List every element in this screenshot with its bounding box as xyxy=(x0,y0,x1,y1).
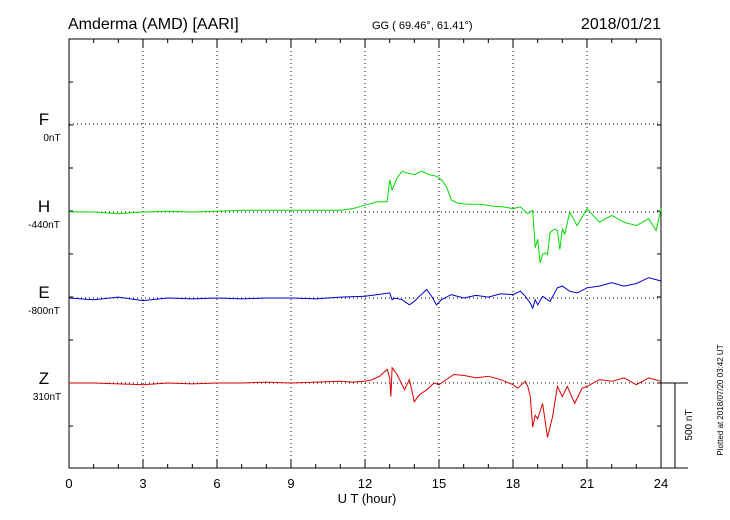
series-label-z: Z xyxy=(39,369,49,388)
coordinates-label: GG ( 69.46°, 61.41°) xyxy=(372,20,473,32)
date-label: 2018/01/21 xyxy=(581,16,661,33)
scale-bar-label: 500 nT xyxy=(684,409,695,440)
x-tick-label: 12 xyxy=(358,476,372,491)
series-line-h xyxy=(68,170,662,264)
x-tick-label: 15 xyxy=(432,476,446,491)
x-axis-ticks: 0 3 6 9 12 15 18 21 24 xyxy=(65,39,668,491)
x-tick-label: 3 xyxy=(139,476,146,491)
series-offset-e: -800nT xyxy=(28,306,60,317)
x-tick-label: 24 xyxy=(654,476,668,491)
series-line-e xyxy=(68,277,662,310)
series-offset-f: 0nT xyxy=(43,133,60,144)
x-tick-label: 18 xyxy=(506,476,520,491)
grid xyxy=(69,39,661,468)
x-axis-label: U T (hour) xyxy=(338,491,397,506)
x-tick-label: 9 xyxy=(287,476,294,491)
series-layer xyxy=(68,170,662,438)
x-tick-label: 6 xyxy=(213,476,220,491)
series-label-f: F xyxy=(39,110,49,129)
x-tick-label: 0 xyxy=(65,476,72,491)
series-line-z xyxy=(69,366,662,438)
station-title: Amderma (AMD) [AARI] xyxy=(68,16,239,33)
scale-bar xyxy=(661,382,688,469)
plotted-at-note: Plotted at 2018/07/20 03:42 UT xyxy=(716,344,725,455)
series-offset-z: 310nT xyxy=(33,392,61,403)
series-label-e: E xyxy=(38,283,49,302)
x-tick-label: 21 xyxy=(580,476,594,491)
series-label-h: H xyxy=(38,197,50,216)
series-offset-h: -440nT xyxy=(28,220,60,231)
